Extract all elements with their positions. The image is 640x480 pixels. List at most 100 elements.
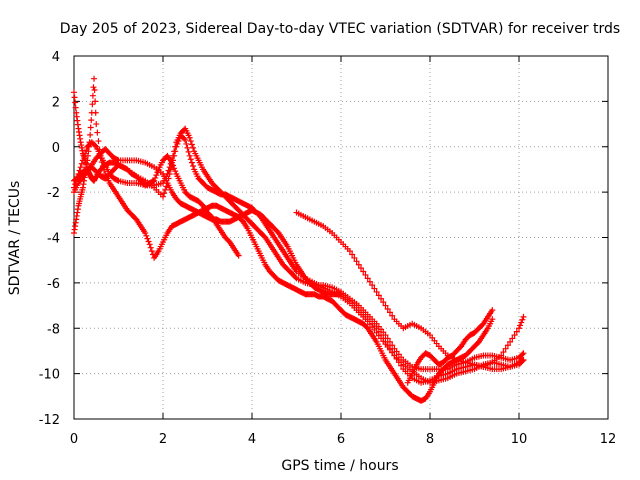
data-point xyxy=(92,98,99,105)
data-point xyxy=(166,170,173,177)
data-point xyxy=(162,186,169,193)
data-point xyxy=(509,335,516,342)
data-point xyxy=(366,278,373,285)
data-point xyxy=(171,152,178,159)
chart-title: Day 205 of 2023, Sidereal Day-to-day VTE… xyxy=(60,21,620,37)
data-point xyxy=(181,135,188,142)
y-tick-label: -10 xyxy=(39,368,60,383)
data-point xyxy=(364,275,371,282)
data-point xyxy=(386,309,393,316)
y-tick-label: -2 xyxy=(47,186,60,201)
data-point xyxy=(143,232,150,239)
data-point xyxy=(489,316,496,323)
data-point xyxy=(190,144,197,151)
data-point xyxy=(165,175,172,182)
data-point xyxy=(519,316,526,323)
data-point xyxy=(187,156,194,163)
data-point xyxy=(142,229,149,236)
data-point xyxy=(517,322,524,329)
grid xyxy=(74,56,608,419)
data-point xyxy=(145,238,152,245)
data-point xyxy=(380,299,387,306)
data-point xyxy=(167,160,174,167)
x-tick-label: 8 xyxy=(426,432,434,447)
data-point xyxy=(520,313,527,320)
data-point xyxy=(170,157,177,164)
data-point xyxy=(186,152,193,159)
data-point xyxy=(83,147,90,154)
data-point xyxy=(360,268,367,275)
data-point xyxy=(161,190,168,197)
data-point xyxy=(72,99,79,106)
data-point xyxy=(72,104,79,111)
data-point xyxy=(292,274,299,281)
data-point xyxy=(164,180,171,187)
y-tick-label: -8 xyxy=(47,322,60,337)
x-tick-label: 0 xyxy=(70,432,78,447)
data-point xyxy=(87,124,94,131)
axis-ticks xyxy=(73,55,609,420)
data-point xyxy=(382,332,389,339)
data-point xyxy=(82,150,89,157)
data-point xyxy=(369,282,376,289)
data-point xyxy=(95,138,102,145)
data-point xyxy=(386,338,393,345)
data-point xyxy=(92,109,99,116)
series-d7 xyxy=(404,307,496,386)
x-tick-label: 12 xyxy=(600,432,617,447)
data-point xyxy=(148,248,155,255)
data-point xyxy=(516,325,522,332)
x-tick-label: 6 xyxy=(337,432,345,447)
data-point xyxy=(71,184,77,191)
data-point xyxy=(519,358,526,365)
data-points xyxy=(71,75,527,404)
data-point xyxy=(171,165,178,172)
data-point xyxy=(93,121,100,128)
data-point xyxy=(371,285,378,292)
data-point xyxy=(187,138,194,145)
tick-labels: 0 2 4 6 8 10 12 -12 -10 -8 -6 -4 -2 0 2 4 xyxy=(39,50,617,447)
y-tick-label: 4 xyxy=(52,50,60,65)
data-point xyxy=(175,138,182,145)
data-point xyxy=(513,328,520,335)
data-point xyxy=(188,159,195,166)
data-point xyxy=(91,87,98,94)
y-tick-label: -4 xyxy=(47,232,60,247)
data-point xyxy=(144,235,151,242)
data-point xyxy=(71,94,78,101)
data-point xyxy=(373,288,380,295)
data-point xyxy=(382,302,389,309)
data-point xyxy=(89,92,96,99)
data-point xyxy=(500,349,507,356)
y-tick-label: 0 xyxy=(52,141,60,156)
series-d4 xyxy=(71,125,527,373)
data-point xyxy=(235,252,242,259)
data-point xyxy=(378,295,385,302)
data-point xyxy=(173,143,180,150)
data-point xyxy=(146,241,153,248)
x-tick-label: 4 xyxy=(248,432,256,447)
data-point xyxy=(511,332,518,339)
data-point xyxy=(90,84,97,91)
data-point xyxy=(504,342,511,349)
data-point xyxy=(489,307,496,314)
data-point xyxy=(519,351,526,358)
data-point xyxy=(152,174,159,181)
data-point xyxy=(186,134,193,141)
data-point xyxy=(182,136,189,143)
data-point xyxy=(362,271,369,278)
data-point xyxy=(353,258,360,265)
data-point xyxy=(185,148,192,155)
y-tick-label: -6 xyxy=(47,277,60,292)
data-point xyxy=(498,352,505,359)
data-point xyxy=(160,193,166,200)
data-point xyxy=(188,141,195,148)
data-point xyxy=(71,89,77,96)
data-point xyxy=(92,142,99,149)
data-point xyxy=(358,265,365,272)
data-point xyxy=(167,166,174,173)
data-point xyxy=(351,254,358,261)
data-point xyxy=(77,164,84,171)
x-axis-label: GPS time / hours xyxy=(281,458,398,474)
